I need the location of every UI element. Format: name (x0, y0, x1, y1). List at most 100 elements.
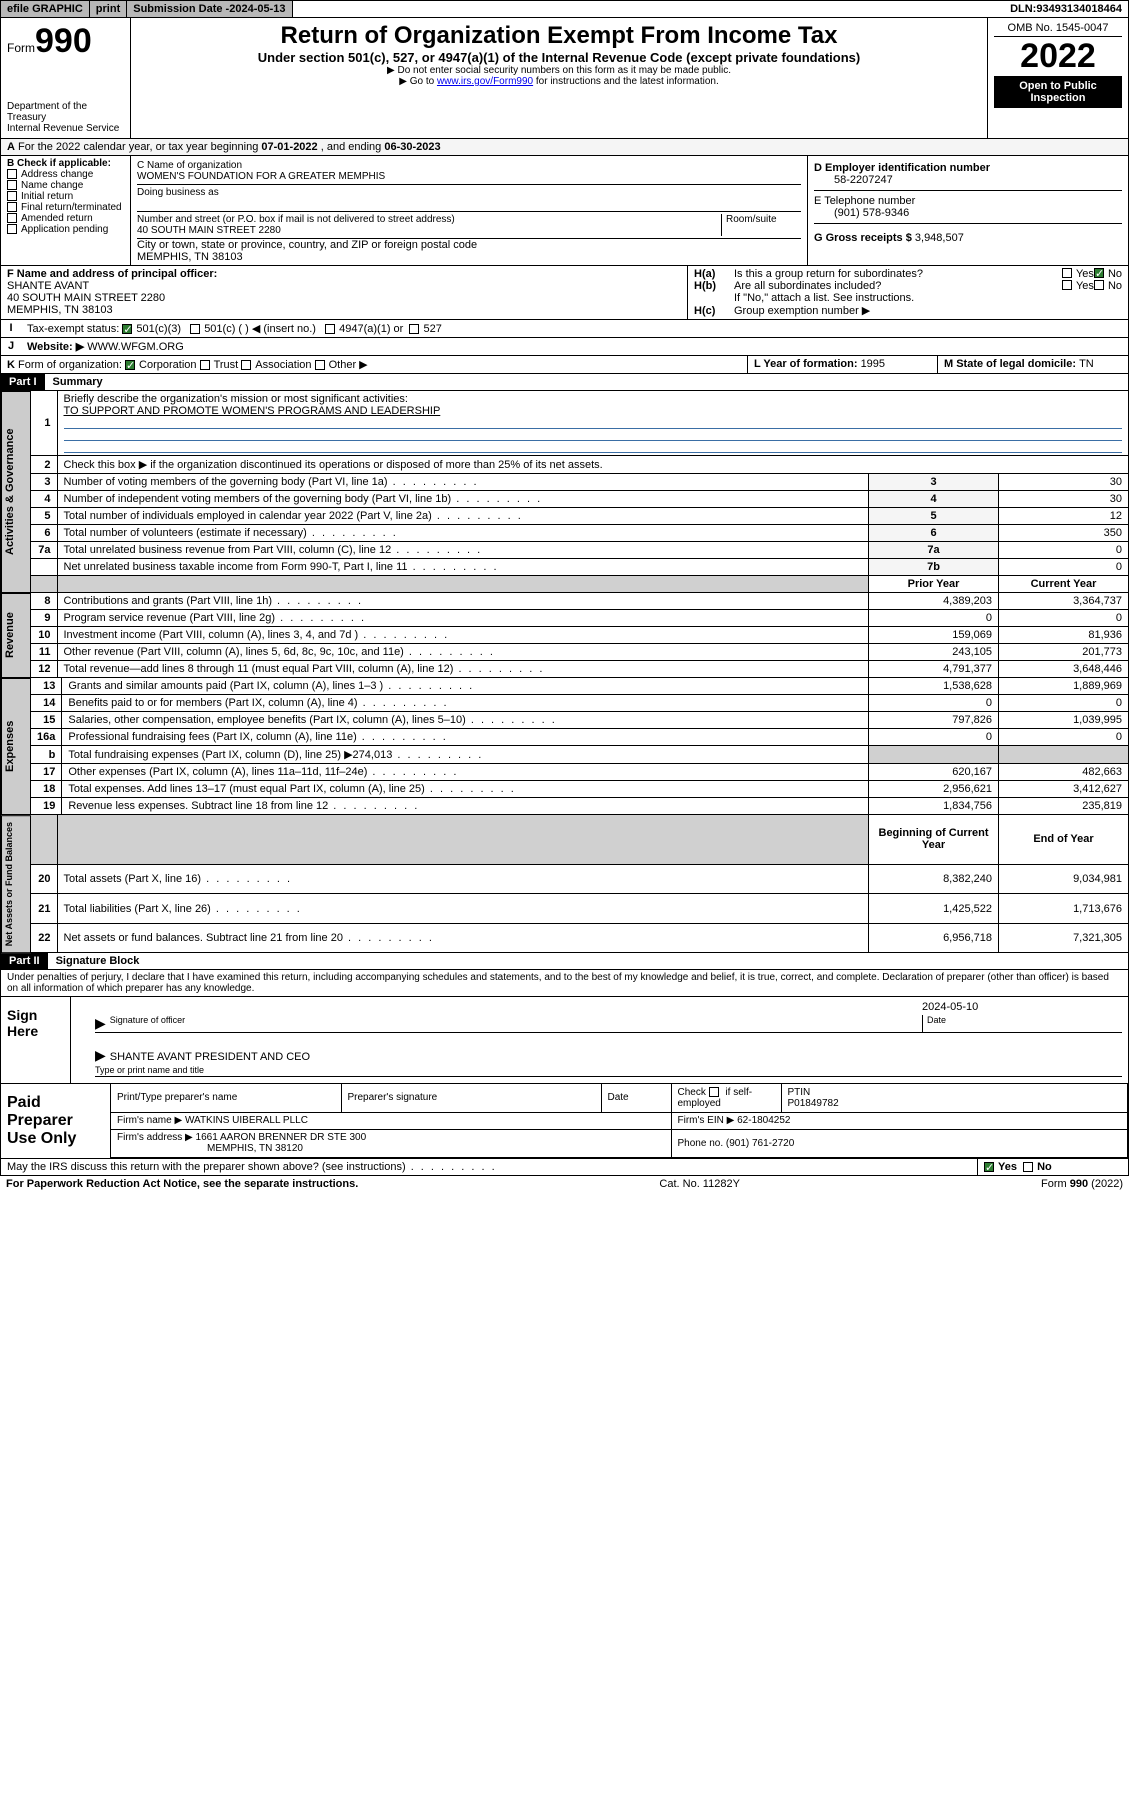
principal-officer-block: F Name and address of principal officer:… (0, 266, 1129, 320)
sign-date: 2024-05-10 (922, 1001, 1122, 1013)
v3: 30 (999, 474, 1129, 491)
org-name: WOMEN'S FOUNDATION FOR A GREATER MEMPHIS (137, 171, 385, 182)
expenses-table: 13Grants and similar amounts paid (Part … (31, 678, 1129, 815)
submission-date: Submission Date - 2024-05-13 (127, 1, 292, 17)
firm-ein: 62-1804252 (737, 1115, 790, 1126)
h-block: H(a)Is this a group return for subordina… (688, 266, 1128, 319)
governance-table: 1Briefly describe the organization's mis… (31, 391, 1129, 593)
sign-here-block: Sign Here 2024-05-10 Signature of office… (0, 997, 1129, 1084)
tab-revenue: Revenue (1, 593, 31, 678)
col-c-org: C Name of organizationWOMEN'S FOUNDATION… (131, 156, 808, 265)
chk-other[interactable] (315, 360, 325, 370)
footer: For Paperwork Reduction Act Notice, see … (0, 1176, 1129, 1192)
irs-label: Internal Revenue Service (7, 123, 124, 134)
chk-amended[interactable]: Amended return (7, 213, 124, 224)
table-row: 17Other expenses (Part IX, column (A), l… (31, 764, 1129, 781)
goto-note: Go to www.irs.gov/Form990 for instructio… (137, 76, 981, 87)
col-b-checks: B Check if applicable: Address change Na… (1, 156, 131, 265)
table-row: 14Benefits paid to or for members (Part … (31, 695, 1129, 712)
firm-addr: 1661 AARON BRENNER DR STE 300 (196, 1132, 367, 1143)
dln: DLN: 93493134018464 (1004, 1, 1128, 17)
line-j: J Website: ▶ WWW.WFGM.ORG (0, 338, 1129, 356)
chk-address-change[interactable]: Address change (7, 169, 124, 180)
ein: 58-2207247 (814, 174, 893, 186)
chk-trust[interactable] (200, 360, 210, 370)
print-btn[interactable]: print (90, 1, 127, 17)
hb-yes[interactable] (1062, 280, 1072, 290)
col-d-right: D Employer identification number58-22072… (808, 156, 1128, 265)
table-row: 9Program service revenue (Part VIII, lin… (31, 610, 1129, 627)
org-city: MEMPHIS, TN 38103 (137, 251, 243, 263)
form-header: Form990 Department of the Treasury Inter… (0, 18, 1129, 139)
line-klm: K Form of organization: Corporation Trus… (0, 356, 1129, 374)
table-row: 19Revenue less expenses. Subtract line 1… (31, 798, 1129, 815)
table-row: 16aProfessional fundraising fees (Part I… (31, 729, 1129, 746)
v7a: 0 (999, 542, 1129, 559)
tax-year: 2022 (994, 37, 1122, 76)
website: WWW.WFGM.ORG (87, 341, 184, 353)
v6: 350 (999, 525, 1129, 542)
netassets-table: Beginning of Current YearEnd of Year 20T… (31, 815, 1129, 953)
chk-assoc[interactable] (241, 360, 251, 370)
org-info-block: B Check if applicable: Address change Na… (0, 156, 1129, 266)
may-no[interactable] (1023, 1162, 1033, 1172)
tab-netassets: Net Assets or Fund Balances (1, 815, 31, 953)
chk-self-employed[interactable] (709, 1087, 719, 1097)
form-title: Return of Organization Exempt From Incom… (137, 22, 981, 50)
may-yes[interactable] (984, 1162, 994, 1172)
efile-label: efile GRAPHIC (7, 3, 83, 15)
firm-name: WATKINS UIBERALL PLLC (185, 1115, 308, 1126)
gross-receipts: 3,948,507 (915, 232, 964, 244)
table-row: 12Total revenue—add lines 8 through 11 (… (31, 661, 1129, 678)
chk-527[interactable] (409, 324, 419, 334)
phone: (901) 578-9346 (814, 207, 909, 219)
chk-corp[interactable] (125, 360, 135, 370)
omb-number: OMB No. 1545-0047 (994, 22, 1122, 37)
line-a: A For the 2022 calendar year, or tax yea… (0, 139, 1129, 156)
v4: 30 (999, 491, 1129, 508)
domicile: TN (1079, 358, 1094, 370)
chk-name-change[interactable]: Name change (7, 180, 124, 191)
part2-header: Part II Signature Block (0, 953, 1129, 970)
line-i: I Tax-exempt status: 501(c)(3) 501(c) ( … (0, 320, 1129, 338)
ha-no[interactable] (1094, 268, 1104, 278)
chk-501c[interactable] (190, 324, 200, 334)
v7b: 0 (999, 559, 1129, 576)
tab-expenses: Expenses (1, 678, 31, 815)
chk-app-pending[interactable]: Application pending (7, 224, 124, 235)
v5: 12 (999, 508, 1129, 525)
table-row: 18Total expenses. Add lines 13–17 (must … (31, 781, 1129, 798)
table-row: 20Total assets (Part X, line 16)8,382,24… (31, 864, 1129, 893)
efile-btn[interactable]: efile GRAPHIC (1, 1, 90, 17)
officer-sig-name: SHANTE AVANT PRESIDENT AND CEO (110, 1051, 310, 1063)
penalty-text: Under penalties of perjury, I declare th… (0, 970, 1129, 997)
hb-no[interactable] (1094, 280, 1104, 290)
chk-initial-return[interactable]: Initial return (7, 191, 124, 202)
part1-header: Part I Summary (0, 374, 1129, 391)
table-row: 22Net assets or fund balances. Subtract … (31, 923, 1129, 952)
table-row: 11Other revenue (Part VIII, column (A), … (31, 644, 1129, 661)
tab-governance: Activities & Governance (1, 391, 31, 593)
print-label: print (96, 3, 120, 15)
chk-501c3[interactable] (122, 324, 132, 334)
year-formation: 1995 (861, 358, 885, 370)
form-ref: Form 990 (2022) (1041, 1178, 1123, 1190)
ha-yes[interactable] (1062, 268, 1072, 278)
table-row: bTotal fundraising expenses (Part IX, co… (31, 746, 1129, 764)
open-public: Open to Public Inspection (994, 76, 1122, 108)
chk-final-return[interactable]: Final return/terminated (7, 202, 124, 213)
table-row: 21Total liabilities (Part X, line 26)1,4… (31, 894, 1129, 923)
table-row: 10Investment income (Part VIII, column (… (31, 627, 1129, 644)
table-row: 13Grants and similar amounts paid (Part … (31, 678, 1129, 695)
ssn-note: Do not enter social security numbers on … (137, 65, 981, 76)
form-subtitle: Under section 501(c), 527, or 4947(a)(1)… (137, 50, 981, 65)
org-address: 40 SOUTH MAIN STREET 2280 (137, 225, 281, 236)
dept-treasury: Department of the Treasury (7, 101, 124, 123)
table-row: 15Salaries, other compensation, employee… (31, 712, 1129, 729)
mission: TO SUPPORT AND PROMOTE WOMEN'S PROGRAMS … (64, 405, 441, 417)
irs-link[interactable]: www.irs.gov/Form990 (437, 76, 533, 87)
chk-4947[interactable] (325, 324, 335, 334)
top-bar: efile GRAPHIC print Submission Date - 20… (0, 0, 1129, 18)
firm-phone: (901) 761-2720 (726, 1138, 794, 1149)
revenue-table: 8Contributions and grants (Part VIII, li… (31, 593, 1129, 678)
